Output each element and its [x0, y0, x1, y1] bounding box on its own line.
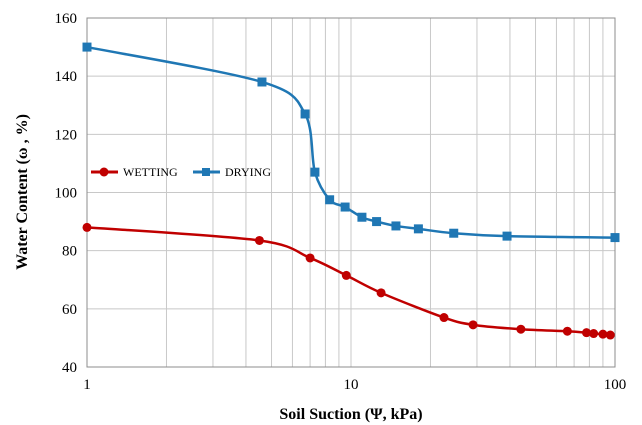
data-point-wetting	[562, 326, 572, 336]
data-point-wetting	[82, 222, 92, 232]
tick-labels: 1 10 100 40 60 80 100 120 140 160	[55, 11, 627, 393]
data-point-wetting	[605, 330, 615, 340]
data-point-drying	[340, 202, 350, 212]
y-tick-label: 80	[62, 244, 77, 260]
y-tick-label: 140	[55, 69, 78, 85]
data-point-wetting	[341, 270, 351, 280]
x-axis-title: Soil Suction (Ψ, kPa)	[279, 406, 422, 423]
data-point-drying	[82, 42, 92, 52]
legend: WETTING DRYING	[91, 165, 271, 179]
data-point-drying	[310, 167, 320, 177]
series-line-wetting	[86, 226, 611, 337]
data-point-drying	[372, 217, 382, 227]
data-point-drying	[325, 195, 335, 205]
data-point-wetting	[582, 328, 592, 338]
plot-area-border	[86, 17, 616, 368]
data-point-drying	[391, 221, 401, 231]
data-point-drying	[449, 228, 459, 238]
y-tick-label: 100	[55, 186, 78, 202]
data-point-drying	[357, 212, 367, 222]
data-point-wetting	[468, 320, 478, 330]
data-point-drying	[610, 233, 620, 243]
legend-drying-marker	[202, 168, 210, 176]
data-point-wetting	[305, 253, 315, 263]
data-point-wetting	[376, 288, 386, 298]
data-point-drying	[257, 77, 267, 87]
data-point-wetting	[516, 324, 526, 334]
series-layer	[82, 42, 620, 340]
y-axis-title: Water Content (ω , %)	[14, 114, 31, 270]
data-point-drying	[300, 109, 310, 119]
data-point-wetting	[254, 235, 264, 245]
x-tick-label: 10	[344, 377, 359, 393]
x-tick-label: 1	[83, 377, 91, 393]
y-tick-label: 40	[62, 360, 77, 376]
legend-wetting-marker	[99, 167, 109, 177]
y-tick-label: 60	[62, 302, 77, 318]
data-point-drying	[413, 224, 423, 234]
y-tick-label: 160	[55, 11, 78, 27]
data-point-drying	[502, 231, 512, 241]
x-tick-label: 100	[604, 377, 627, 393]
data-point-wetting	[598, 329, 608, 339]
y-tick-label: 120	[55, 127, 78, 143]
data-point-wetting	[439, 313, 449, 323]
legend-drying-label: DRYING	[225, 165, 271, 179]
legend-wetting-label: WETTING	[123, 165, 178, 179]
grid	[87, 18, 615, 367]
data-point-wetting	[589, 329, 599, 339]
